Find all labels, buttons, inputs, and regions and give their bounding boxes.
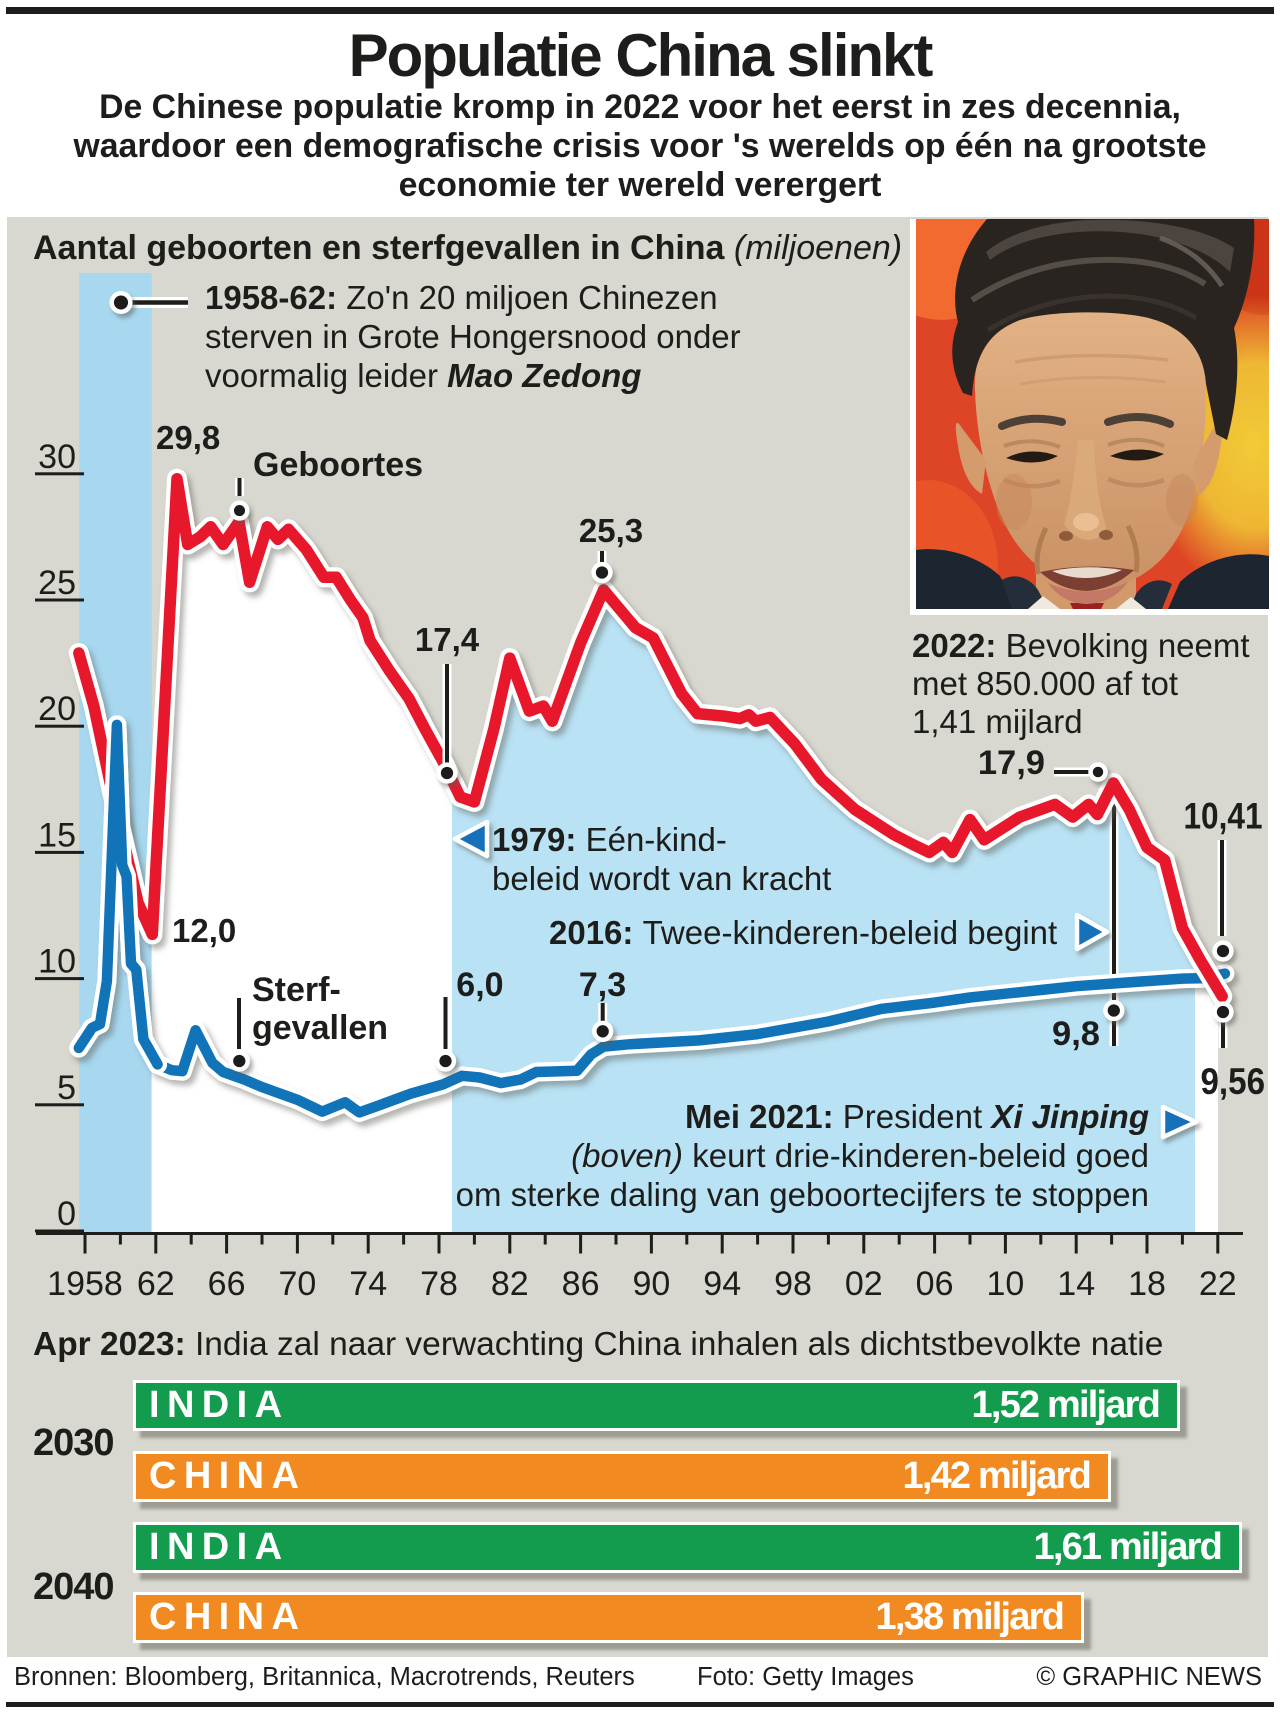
svg-text:2022: Bevolking neemt: 2022: Bevolking neemt	[912, 627, 1250, 664]
svg-text:15: 15	[38, 816, 76, 854]
svg-text:02: 02	[845, 1265, 883, 1303]
svg-text:om sterke daling van geboortec: om sterke daling van geboortecijfers te …	[456, 1176, 1149, 1213]
svg-text:Sterf-: Sterf-	[252, 971, 341, 1009]
svg-text:9,8: 9,8	[1052, 1015, 1100, 1053]
svg-text:sterven in Grote Hongersnood o: sterven in Grote Hongersnood onder	[205, 318, 741, 355]
svg-text:17,9: 17,9	[978, 744, 1045, 782]
svg-text:18: 18	[1128, 1265, 1166, 1303]
svg-text:70: 70	[278, 1265, 316, 1303]
svg-text:1,41 mijlard: 1,41 mijlard	[912, 703, 1083, 740]
svg-text:94: 94	[703, 1265, 741, 1303]
svg-text:62: 62	[137, 1265, 175, 1303]
svg-text:0: 0	[57, 1195, 76, 1233]
svg-text:(boven) keurt drie-kinderen-be: (boven) keurt drie-kinderen-beleid goed	[571, 1137, 1149, 1174]
svg-text:met 850.000 af tot: met 850.000 af tot	[912, 665, 1178, 702]
svg-text:5: 5	[57, 1069, 76, 1107]
svg-text:78: 78	[420, 1265, 458, 1303]
svg-text:6,0: 6,0	[456, 966, 503, 1004]
svg-text:10: 10	[986, 1265, 1024, 1303]
svg-text:17,4: 17,4	[415, 621, 480, 658]
svg-text:12,0: 12,0	[172, 912, 236, 949]
svg-text:9,56: 9,56	[1201, 1061, 1266, 1102]
svg-text:29,8: 29,8	[156, 419, 220, 456]
svg-text:Geboortes: Geboortes	[253, 446, 423, 484]
svg-text:20: 20	[38, 690, 76, 728]
svg-text:25: 25	[38, 564, 76, 602]
svg-text:7,3: 7,3	[579, 966, 626, 1004]
svg-text:beleid wordt van kracht: beleid wordt van kracht	[492, 860, 831, 897]
svg-text:1979: Eén-kind-: 1979: Eén-kind-	[492, 821, 727, 858]
svg-text:10: 10	[38, 943, 76, 981]
svg-text:82: 82	[491, 1265, 529, 1303]
svg-text:22: 22	[1199, 1265, 1237, 1303]
svg-text:Aantal geboorten en sterfgeval: Aantal geboorten en sterfgevallen in Chi…	[33, 229, 902, 267]
svg-text:14: 14	[1057, 1265, 1095, 1303]
svg-text:Mei 2021: President Xi Jinping: Mei 2021: President Xi Jinping	[685, 1098, 1149, 1135]
svg-text:voormalig leider Mao Zedong: voormalig leider Mao Zedong	[205, 357, 641, 394]
svg-text:30: 30	[38, 438, 76, 476]
svg-text:10,41: 10,41	[1184, 796, 1263, 837]
svg-text:06: 06	[916, 1265, 954, 1303]
svg-text:25,3: 25,3	[579, 512, 643, 549]
svg-text:90: 90	[632, 1265, 670, 1303]
svg-text:98: 98	[774, 1265, 812, 1303]
svg-text:74: 74	[349, 1265, 387, 1303]
svg-text:1958-62: Zo'n 20 miljoen Chine: 1958-62: Zo'n 20 miljoen Chinezen	[205, 279, 718, 316]
svg-text:1958: 1958	[47, 1265, 123, 1303]
svg-text:66: 66	[208, 1265, 246, 1303]
svg-text:gevallen: gevallen	[252, 1009, 388, 1047]
svg-text:86: 86	[562, 1265, 600, 1303]
svg-text:2016: Twee-kinderen-beleid beg: 2016: Twee-kinderen-beleid begint	[549, 914, 1057, 951]
